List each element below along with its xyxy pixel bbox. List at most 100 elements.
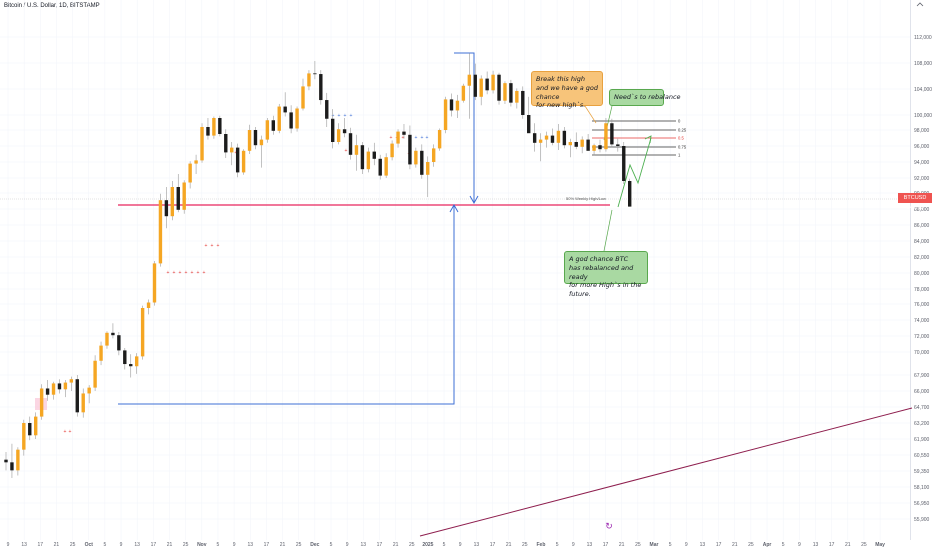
drawing-overlays: 50% Weekly High/Low+ ++ + + + + + ++ + ++ +++ + ++ + +… (0, 52, 913, 537)
candle-body (491, 74, 495, 91)
note-rebalance[interactable]: Need`s to rebalance (609, 89, 681, 106)
candle-body (467, 74, 472, 86)
price-tick-label: 56,950 (914, 501, 930, 507)
candle-body (366, 151, 371, 170)
time-tick-label: 25 (748, 542, 754, 548)
time-tick-label: 25 (70, 542, 76, 548)
candle-body (152, 263, 157, 303)
time-tick-label: 17 (603, 542, 609, 548)
candle-body (384, 157, 388, 176)
projection-path (617, 137, 652, 208)
candle-body (592, 145, 596, 151)
candle-body (336, 129, 341, 142)
price-tick-label: 98,000 (914, 128, 930, 134)
time-tick-label: 13 (134, 542, 140, 548)
candle-body (497, 74, 501, 101)
time-tick-label: 5 (782, 542, 785, 548)
candle-body (426, 162, 430, 175)
candle-body (503, 83, 507, 101)
fib-level-label: 0.5 (678, 136, 684, 141)
price-tick-label: 92,000 (914, 176, 930, 182)
blue-plus-marker: + (415, 135, 418, 141)
candle-body (271, 120, 275, 131)
candle-body (396, 131, 400, 144)
price-tick-label: 84,000 (914, 239, 930, 245)
time-tick-label: 25 (522, 542, 528, 548)
note-connector (584, 105, 597, 124)
time-tick-label: 9 (685, 542, 688, 548)
candle-body (87, 387, 91, 394)
time-tick-label: 5 (669, 542, 672, 548)
price-axis: 112,000 108,000 104,000 100,000 98,000 96,000… (914, 35, 932, 523)
blue-plus-marker: + (426, 135, 429, 141)
candle-body (414, 150, 418, 165)
candle-body (301, 86, 305, 109)
blue-plus-marker: + (344, 113, 347, 119)
candle-body (81, 393, 85, 413)
candle-body (265, 120, 270, 140)
candle-body (194, 160, 198, 164)
time-tick-label: Apr (763, 542, 772, 548)
price-tick-label: 60,550 (914, 453, 930, 459)
price-tick-label: 64,700 (914, 405, 930, 411)
time-tick-label: Dec (310, 542, 319, 548)
time-tick-label: 21 (732, 542, 738, 548)
candle-body (200, 127, 204, 161)
chevron-up-icon[interactable] (916, 2, 924, 7)
candle-body (117, 335, 121, 351)
candle-body (449, 99, 454, 111)
time-tick-label: May (875, 542, 885, 548)
time-tick-label: 17 (829, 542, 835, 548)
note-god-chance[interactable]: A god chance BTC has rebalanced and read… (564, 251, 648, 298)
candle-body (253, 130, 258, 146)
candle-body (580, 139, 584, 147)
red-plus-marker: + (167, 270, 170, 276)
time-axis: 9 13 17 21 25 Oct 5 9 13 17 21 25 Nov 5 9 13 17 21 25 Dec 5 9… (7, 542, 886, 548)
candle-body (111, 332, 115, 336)
candle-body (479, 78, 483, 97)
measure-arrow-up (449, 203, 459, 213)
time-tick-label: 13 (247, 542, 253, 548)
candle-body (485, 78, 489, 91)
time-tick-label: 17 (264, 542, 270, 548)
candle-body (188, 163, 192, 183)
trendline (419, 407, 913, 537)
price-tick-label: 104,000 (914, 87, 932, 93)
fib-level-label: 0.25 (678, 128, 687, 133)
time-tick-label: 21 (280, 542, 286, 548)
time-tick-label: 5 (443, 542, 446, 548)
price-tick-label: 72,000 (914, 334, 930, 340)
candle-body (527, 115, 531, 134)
weekly-level-label: 50% Weekly High/Low (566, 196, 606, 201)
candle-body (455, 100, 460, 111)
candle-body (325, 100, 329, 119)
candle-body (218, 118, 222, 134)
time-tick-label: 5 (104, 542, 107, 548)
candle-body (283, 106, 287, 113)
fib-level-label: 0.75 (678, 145, 687, 150)
price-tick-label: 55,900 (914, 517, 930, 523)
time-tick-label: 9 (120, 542, 123, 548)
candle-body (182, 182, 186, 210)
candle-body (51, 383, 56, 395)
candle-body (45, 388, 50, 395)
candle-body (75, 379, 79, 413)
price-tick-label: 59,350 (914, 469, 930, 475)
time-tick-label: 17 (716, 542, 722, 548)
price-tick-label: 67,900 (914, 373, 930, 379)
time-tick-label: 17 (38, 542, 44, 548)
time-tick-label: 25 (635, 542, 641, 548)
time-tick-label: 17 (151, 542, 157, 548)
note-break-high[interactable]: Break this high and we have a god chance… (531, 71, 603, 109)
time-tick-label: 25 (296, 542, 302, 548)
chart-title: Bitcoin / U.S. Dollar, 1D, BITSTAMP (4, 3, 100, 9)
time-tick-label: 13 (587, 542, 593, 548)
time-tick-label: 5 (556, 542, 559, 548)
candle-body (170, 187, 175, 217)
candle-body (402, 131, 406, 135)
candle-body (63, 382, 68, 390)
price-tick-label: 80,000 (914, 271, 930, 277)
candle-body (129, 364, 133, 367)
price-tick-label: 108,000 (914, 61, 932, 67)
